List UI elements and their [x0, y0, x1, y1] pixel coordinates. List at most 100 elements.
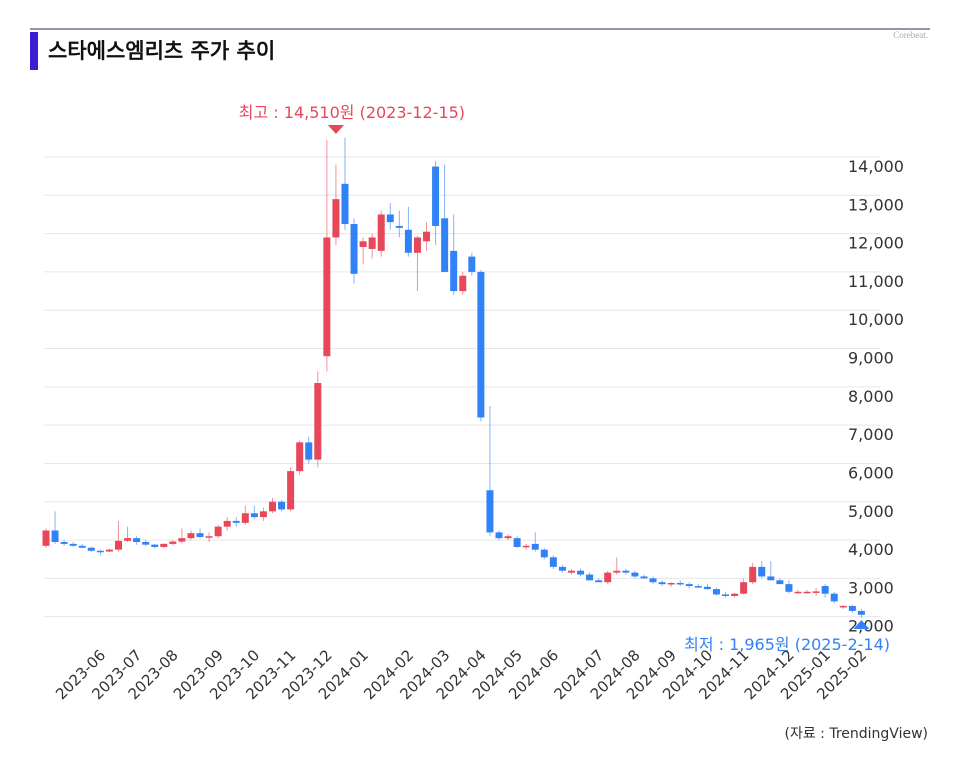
candle-body [386, 214, 394, 223]
candle-body [567, 570, 575, 573]
candle-body [649, 578, 657, 583]
y-tick-label: 4,000 [848, 540, 894, 559]
candle-body [468, 256, 476, 272]
y-tick-label: 7,000 [848, 425, 894, 444]
candle-body [794, 591, 802, 594]
y-tick-label: 9,000 [848, 349, 894, 368]
y-tick-label: 12,000 [848, 234, 904, 253]
candle-body [731, 593, 739, 596]
candle-body [368, 237, 376, 249]
low-annotation: 최저 : 1,965원 (2025-2-14) [684, 635, 890, 654]
candle-body [459, 275, 467, 292]
candle-body [758, 566, 766, 577]
candle-body [359, 241, 367, 248]
candle-body [676, 582, 684, 585]
candle-body [341, 183, 349, 225]
candle-body [586, 574, 594, 581]
candle-body [69, 543, 77, 546]
candle-body [694, 586, 702, 588]
y-tick-label: 13,000 [848, 195, 904, 214]
candle-body [495, 532, 503, 539]
y-tick-label: 3,000 [848, 578, 894, 597]
candle-body [278, 501, 286, 510]
candle-body [441, 218, 449, 272]
candle-body [87, 547, 95, 551]
candle-body [640, 576, 648, 579]
candle-body [332, 199, 340, 238]
candle-body [350, 224, 358, 274]
candle-body [577, 570, 585, 575]
source: (자료 : TrendingView) [785, 726, 929, 742]
candle-body [522, 545, 530, 548]
candle-body [78, 545, 86, 548]
candle-body [685, 584, 693, 587]
candle-body [486, 490, 494, 533]
candle-body [531, 543, 539, 550]
candle-body [631, 572, 639, 577]
candle-body [830, 593, 838, 602]
candle-body [323, 237, 331, 357]
candle-body [287, 471, 295, 510]
candle-body [722, 594, 729, 596]
candle-body [549, 557, 557, 567]
y-tick-label: 14,000 [848, 157, 904, 176]
candle-body [513, 538, 521, 547]
candle-body [740, 582, 748, 594]
title-accent [30, 32, 38, 70]
y-tick-label: 5,000 [848, 502, 894, 521]
candle-body [667, 582, 675, 585]
candle-body [504, 536, 512, 539]
candle-body [776, 580, 784, 585]
candle-body [450, 250, 458, 292]
candle-body [133, 538, 141, 542]
candle-body [857, 610, 865, 615]
candle-body [241, 513, 249, 523]
candle-body [540, 549, 548, 558]
candle-body [839, 605, 847, 608]
candle-body [749, 566, 757, 583]
y-tick-label: 8,000 [848, 387, 894, 406]
candle-body [142, 541, 150, 545]
candle-body [558, 566, 566, 571]
candle-body [712, 589, 720, 595]
candle-body [803, 591, 811, 594]
high-marker [327, 125, 344, 134]
candle-body [604, 572, 612, 583]
candle-body [205, 536, 213, 538]
candle-body [314, 383, 322, 460]
candle-body [160, 543, 168, 547]
high-annotation: 최고 : 14,510원 (2023-12-15) [239, 103, 465, 122]
candle-body [151, 544, 159, 547]
candle-body [250, 513, 258, 518]
y-tick-label: 11,000 [848, 272, 904, 291]
candle-body [296, 442, 304, 472]
candle-body [178, 538, 186, 542]
candle-body [114, 540, 122, 550]
y-tick-label: 6,000 [848, 463, 894, 482]
candle-body [377, 214, 385, 251]
y-tick-label: 10,000 [848, 310, 904, 329]
candle-body [595, 580, 603, 583]
candle-body [395, 225, 403, 228]
watermark: Corebeat. [893, 30, 928, 40]
candle-body [821, 586, 829, 594]
low-marker [853, 620, 870, 630]
candle-body [812, 591, 820, 593]
candle-body [613, 570, 621, 573]
candle-body [622, 570, 630, 573]
candle-body [305, 442, 313, 460]
candle-body [223, 520, 231, 527]
candle-body [404, 229, 412, 253]
candle-body [432, 166, 440, 226]
candle-body [785, 584, 793, 592]
candle-body [413, 237, 421, 253]
candle-body [187, 533, 195, 539]
candle-body [658, 582, 666, 585]
candle-body [767, 576, 775, 581]
candle-body [259, 511, 267, 518]
candle-body [105, 549, 113, 552]
candle-body [96, 550, 104, 553]
candle-body [477, 271, 485, 418]
y-tick-label: 2,000 [848, 617, 894, 636]
